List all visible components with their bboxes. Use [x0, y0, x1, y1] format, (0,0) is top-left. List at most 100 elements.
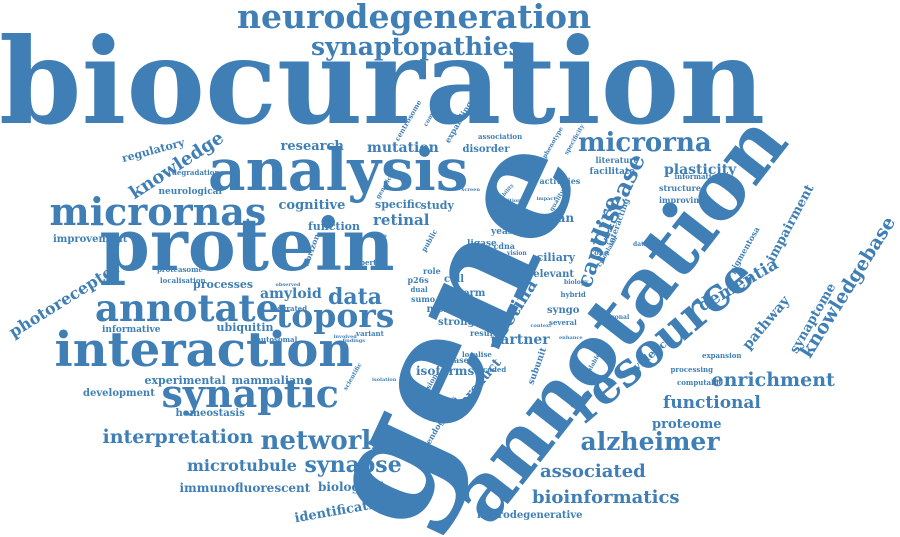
- cloud-word: association: [478, 131, 523, 141]
- cloud-word: p26s: [407, 275, 429, 285]
- cloud-word: expansion: [702, 350, 742, 360]
- cloud-word: hybrid: [560, 289, 586, 299]
- cloud-word: isolation: [372, 376, 397, 383]
- cloud-word: isoforms: [416, 364, 475, 378]
- cloud-word: microrna: [578, 128, 712, 158]
- cloud-word: interaction: [54, 322, 354, 378]
- cloud-word: result: [470, 328, 497, 338]
- cloud-word: involved: [333, 333, 357, 340]
- cloud-word: cdna: [493, 241, 515, 251]
- cloud-word: localisation: [160, 275, 206, 285]
- cloud-word: ciliary: [536, 250, 576, 264]
- cloud-word: activities: [539, 176, 581, 186]
- cloud-word: findings: [342, 337, 366, 344]
- cloud-word: disorder: [462, 144, 510, 155]
- cloud-word: impact: [536, 195, 556, 202]
- cloud-word: database: [633, 241, 664, 248]
- cloud-word: partner: [490, 332, 550, 348]
- cloud-word: variant: [356, 328, 384, 338]
- cloud-word: biology: [564, 279, 589, 286]
- cloud-word: strong: [438, 317, 475, 328]
- cloud-word: retinal: [373, 210, 430, 229]
- cloud-word: computable: [677, 377, 724, 387]
- cloud-word: improvement: [53, 234, 128, 245]
- cloud-word: annotate: [95, 285, 280, 330]
- cloud-word: based: [508, 264, 528, 271]
- cloud-word: study: [420, 198, 454, 212]
- cloud-word: biological: [318, 480, 385, 494]
- cloud-word: interpretation: [102, 425, 254, 448]
- cloud-word: observed: [275, 281, 301, 288]
- cloud-word: expert: [351, 257, 377, 267]
- cloud-word: context: [530, 322, 552, 329]
- cloud-word: amyloid: [260, 286, 322, 302]
- cloud-word: experimental: [144, 373, 226, 387]
- cloud-word: function: [308, 219, 361, 233]
- cloud-word: specific: [375, 197, 422, 211]
- cloud-word: yeast: [491, 226, 518, 237]
- cloud-word: term: [458, 288, 486, 299]
- cloud-word: role: [423, 266, 441, 276]
- cloud-word: dataset: [439, 355, 473, 365]
- cloud-word: dual: [410, 284, 428, 294]
- cloud-word: human: [527, 211, 575, 225]
- cloud-word: structure: [659, 183, 701, 193]
- cloud-word: knowledgebase: [795, 212, 900, 362]
- cloud-word: syngo: [547, 305, 580, 316]
- cloud-word: data: [328, 284, 383, 310]
- cloud-word: analysis: [208, 136, 469, 204]
- cloud-word: cell: [444, 274, 465, 285]
- cloud-word: enrichment: [711, 368, 835, 391]
- cloud-word: ligase: [467, 238, 497, 249]
- cloud-word: vision: [507, 250, 527, 257]
- cloud-word: screen: [461, 186, 481, 193]
- cloud-word: autosomal: [256, 334, 298, 344]
- cloud-word: synaptopathies: [311, 31, 523, 61]
- cloud-word: protein: [99, 202, 395, 287]
- cloud-word: immunofluorescent: [179, 481, 311, 495]
- cloud-word: improving: [659, 195, 705, 205]
- cloud-word: neurological: [158, 186, 222, 197]
- cloud-word: cone: [590, 247, 609, 257]
- cloud-word: facilitate: [589, 166, 635, 177]
- cloud-word: localise: [462, 349, 492, 359]
- cloud-word: several: [549, 317, 577, 327]
- cloud-word: pathway: [738, 293, 793, 353]
- cloud-word: homeostasis: [175, 408, 245, 419]
- cloud-word: processing: [670, 364, 714, 374]
- cloud-word: more: [426, 304, 456, 315]
- cloud-word: encoded: [473, 364, 507, 374]
- cloud-word: system: [367, 232, 387, 239]
- cloud-word: cognitive: [278, 197, 346, 213]
- cloud-word: neuronal: [599, 314, 630, 321]
- cloud-word: microtubule: [187, 456, 297, 475]
- cloud-word: associated: [540, 461, 646, 482]
- cloud-word: synaptic: [161, 371, 339, 416]
- cloud-word: degradation: [172, 167, 220, 177]
- cloud-word: enhance: [559, 334, 583, 341]
- cloud-word: functional: [663, 392, 761, 413]
- cloud-word: sumo: [411, 294, 436, 304]
- cloud-word: ubiquitin: [216, 320, 274, 334]
- cloud-word: alzheimer: [580, 426, 720, 456]
- cloud-word: network: [260, 426, 380, 456]
- cloud-word: neurodegenerative: [477, 510, 583, 521]
- cloud-word: mutation: [367, 140, 439, 156]
- cloud-word: topors: [276, 295, 395, 335]
- cloud-word: plasticity: [664, 162, 737, 178]
- cloud-word: literature: [595, 155, 639, 165]
- cloud-word: development: [83, 388, 155, 399]
- cloud-word: informative: [102, 324, 161, 335]
- cloud-word: micrornas: [49, 189, 267, 234]
- cloud-word: relevant: [528, 269, 574, 280]
- cloud-word: information: [674, 171, 722, 181]
- cloud-word: analyse: [417, 350, 439, 357]
- cloud-word: bioinformatics: [532, 487, 680, 508]
- cloud-word: research: [280, 138, 344, 154]
- cloud-word: proteasome: [157, 264, 203, 274]
- cloud-word: proteome: [652, 416, 722, 432]
- cloud-word: processes: [193, 277, 254, 291]
- cloud-word: mammalian: [231, 373, 305, 387]
- cloud-word: addition: [497, 197, 521, 204]
